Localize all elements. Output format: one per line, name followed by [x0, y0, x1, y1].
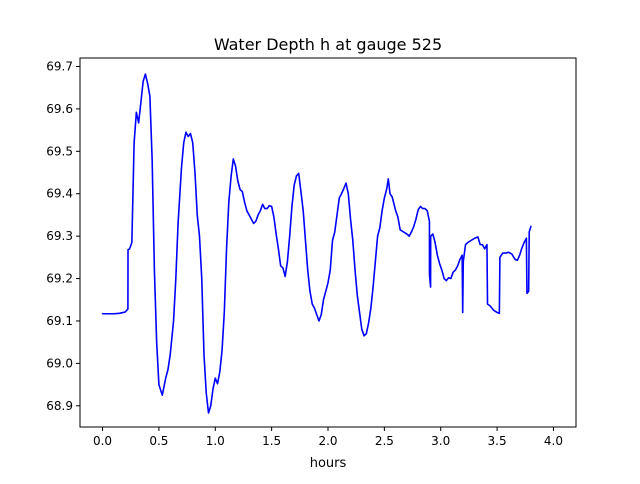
y-tick-label: 69.0: [46, 356, 73, 370]
x-tick-label: 2.0: [318, 434, 337, 448]
x-tick-label: 3.0: [431, 434, 450, 448]
chart-title: Water Depth h at gauge 525: [214, 35, 442, 54]
x-tick-label: 3.5: [488, 434, 507, 448]
y-axis: 68.9 69.0 69.1 69.2 69.3 69.4 69.5 69.6 69.7: [46, 59, 80, 413]
x-tick-label: 2.5: [375, 434, 394, 448]
x-axis-label: hours: [310, 456, 347, 471]
x-tick-label: 1.5: [262, 434, 281, 448]
y-tick-label: 69.1: [46, 314, 73, 328]
plot-area: [79, 57, 577, 428]
y-tick-label: 69.3: [46, 229, 73, 243]
y-tick-label: 69.6: [46, 102, 73, 116]
x-tick-label: 4.0: [544, 434, 563, 448]
y-tick-label: 69.2: [46, 272, 73, 286]
y-tick-label: 69.7: [46, 59, 73, 73]
series-line-0: [101, 73, 532, 414]
x-tick-label: 0.5: [149, 434, 168, 448]
x-tick-label: 0.0: [93, 434, 112, 448]
y-tick-label: 69.5: [46, 144, 73, 158]
series-layer: [101, 73, 532, 414]
y-tick-label: 69.4: [46, 187, 73, 201]
y-tick-label: 68.9: [46, 399, 73, 413]
plot-background: [80, 58, 576, 427]
x-axis: 0.0 0.5 1.0 1.5 2.0 2.5 3.0 3.5 4.0: [93, 427, 563, 448]
x-tick-label: 1.0: [206, 434, 225, 448]
